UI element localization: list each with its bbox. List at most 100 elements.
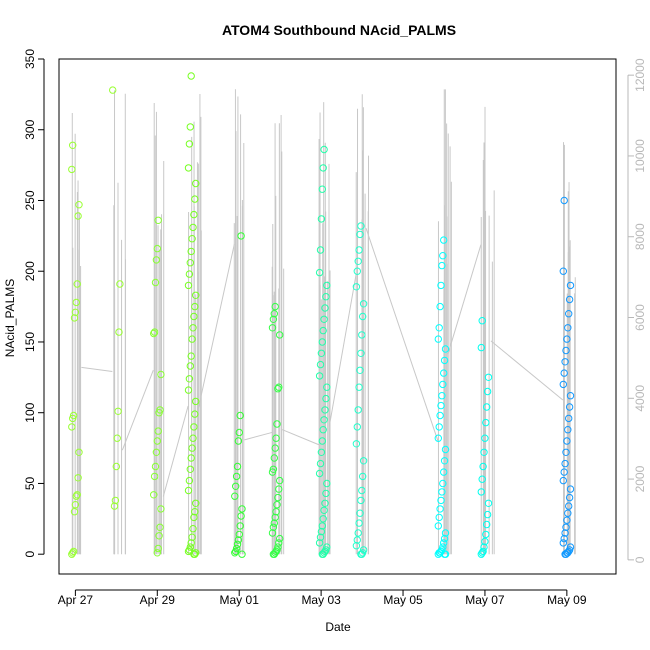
data-point: [440, 534, 449, 543]
data-point: [439, 479, 447, 488]
data-point: [478, 475, 486, 483]
data-point: [237, 512, 245, 520]
data-point: [322, 293, 330, 301]
data-point: [355, 246, 363, 254]
data-point: [566, 392, 575, 400]
data-point: [356, 366, 364, 374]
data-point: [185, 140, 194, 148]
data-point: [74, 474, 82, 482]
data-point: [156, 406, 164, 414]
y-axis-left: 0 50 100 150 200 250 300 350: [23, 49, 45, 558]
data-point: [483, 520, 491, 529]
data-point: [153, 244, 162, 253]
data-point: [191, 508, 199, 516]
data-point: [318, 185, 326, 193]
data-point: [69, 549, 77, 557]
data-point: [236, 411, 244, 420]
y-tick-label: 300: [23, 119, 37, 139]
data-point: [184, 547, 193, 556]
data-point: [110, 502, 119, 510]
data-point: [152, 448, 161, 456]
data-point: [319, 164, 327, 172]
data-point: [315, 539, 324, 547]
data-point: [482, 530, 490, 539]
altitude-transit-line: [162, 405, 189, 497]
data-point: [440, 539, 448, 547]
data-point: [234, 437, 243, 445]
data-point: [479, 462, 487, 471]
data-point: [358, 331, 366, 339]
data-point: [69, 414, 77, 423]
data-point: [71, 501, 80, 509]
data-point: [189, 324, 197, 332]
data-point: [482, 418, 490, 427]
data-point: [440, 356, 449, 365]
x-tick-label: Apr 27: [58, 593, 94, 607]
data-point: [435, 513, 443, 522]
plot-frame: [58, 58, 617, 575]
data-point: [270, 454, 278, 462]
data-point: [355, 383, 363, 391]
data-point: [186, 465, 195, 473]
data-point: [317, 527, 326, 536]
data-point: [481, 434, 489, 442]
data-point: [321, 547, 329, 556]
data-point: [318, 437, 326, 445]
data-point: [359, 472, 367, 481]
data-point: [355, 519, 363, 527]
data-point: [354, 257, 362, 265]
data-point: [316, 360, 325, 369]
data-point: [151, 278, 160, 287]
data-point: [359, 300, 368, 308]
data-point: [150, 329, 158, 338]
data-point: [321, 304, 329, 312]
data-point: [562, 523, 570, 531]
data-point: [564, 324, 572, 332]
data-point: [359, 312, 367, 321]
data-point: [564, 509, 572, 517]
data-point: [186, 362, 195, 370]
data-point: [151, 462, 160, 471]
data-point: [566, 485, 575, 493]
data-point: [353, 267, 361, 275]
data-point: [188, 533, 196, 541]
data-point: [562, 448, 570, 456]
data-point: [69, 411, 78, 420]
data-point: [481, 537, 489, 546]
data-point: [562, 346, 570, 355]
data-point: [565, 414, 573, 423]
altitude-transit-line: [365, 228, 439, 442]
data-point: [353, 423, 361, 431]
data-point: [231, 549, 239, 557]
data-point: [559, 380, 567, 389]
data-point: [323, 479, 331, 488]
data-point: [435, 423, 443, 431]
data-point: [320, 315, 328, 323]
data-point: [237, 232, 245, 240]
data-points-layer: [68, 72, 575, 558]
data-point: [440, 236, 448, 244]
data-point: [559, 267, 567, 275]
data-point: [74, 212, 82, 220]
y2-tick-label: 6000: [633, 304, 647, 331]
data-point: [116, 280, 124, 288]
data-point: [268, 529, 277, 537]
data-point: [191, 410, 199, 418]
data-point: [483, 387, 492, 396]
data-point: [71, 308, 80, 316]
data-point: [566, 543, 575, 551]
data-point: [233, 540, 242, 548]
data-point: [72, 492, 81, 500]
data-point: [109, 86, 117, 94]
data-point: [352, 542, 361, 550]
data-point: [438, 488, 446, 496]
data-point: [232, 544, 241, 553]
data-point: [274, 385, 282, 393]
data-point: [322, 394, 330, 403]
data-point: [185, 270, 194, 278]
data-point: [273, 501, 281, 509]
data-point: [437, 281, 445, 290]
data-point: [479, 547, 487, 556]
data-point: [565, 502, 573, 510]
x-tick-label: May 09: [547, 593, 587, 607]
